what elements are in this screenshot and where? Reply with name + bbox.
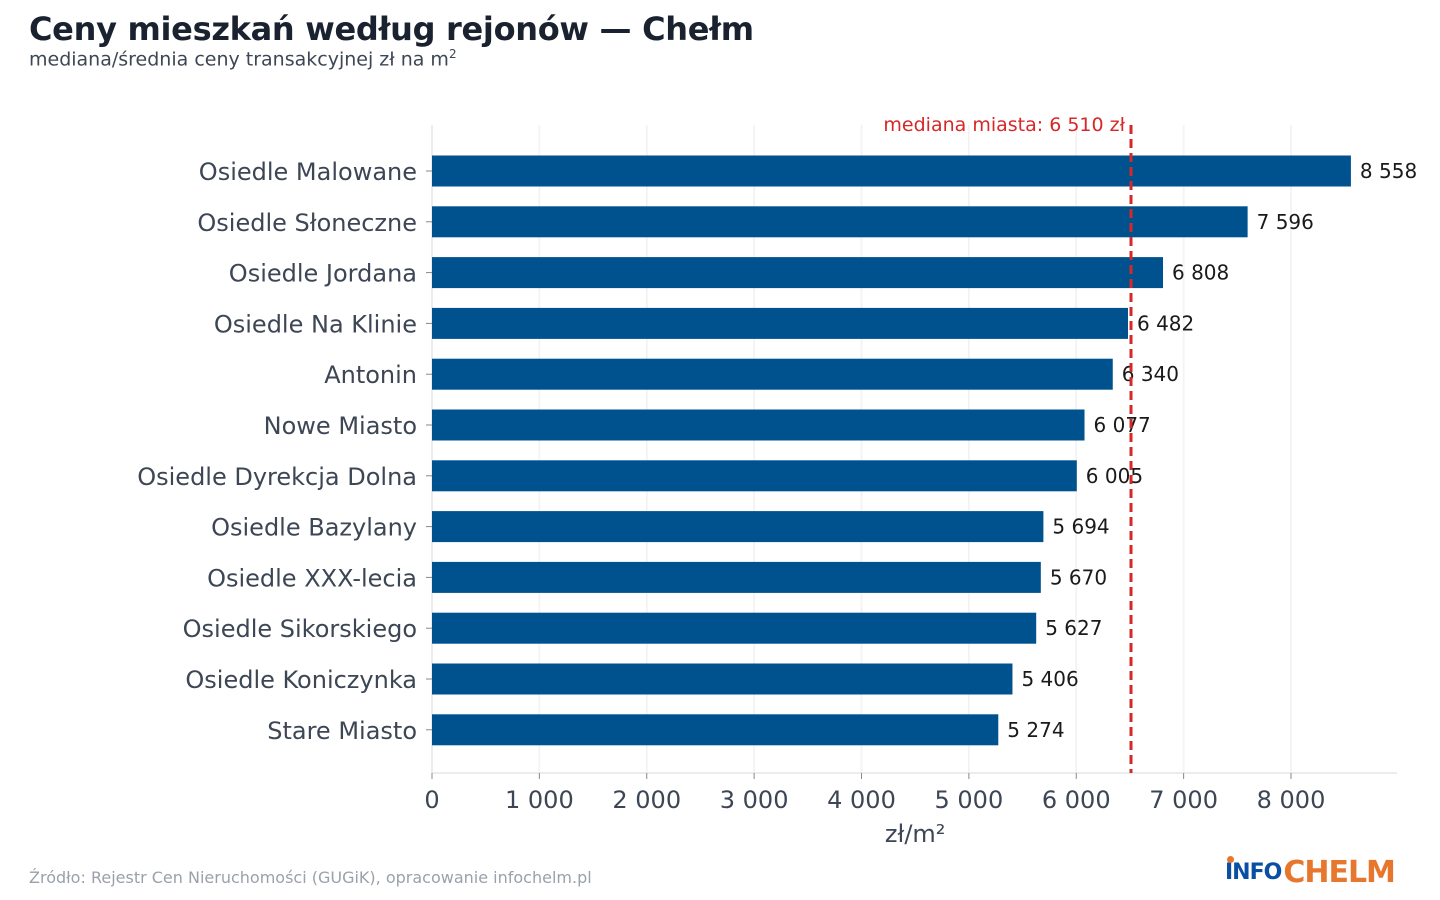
bar-6 xyxy=(432,460,1077,492)
category-label-7: Osiedle Bazylany xyxy=(211,514,417,542)
median-label: mediana miasta: 6 510 zł xyxy=(883,114,1125,136)
category-label-9: Osiedle Sikorskiego xyxy=(183,615,417,643)
bar-0 xyxy=(432,155,1351,187)
x-tick-label-3: 3 000 xyxy=(720,786,789,814)
value-label-9: 5 627 xyxy=(1045,616,1102,640)
chart-subtitle: mediana/średnia ceny transakcyjnej zł na… xyxy=(29,47,457,70)
bars-group xyxy=(432,155,1351,746)
bar-10 xyxy=(432,663,1013,695)
bar-3 xyxy=(432,307,1129,339)
bar-1 xyxy=(432,206,1248,238)
value-label-2: 6 808 xyxy=(1172,261,1229,285)
bar-7 xyxy=(432,511,1044,543)
x-tick-label-5: 5 000 xyxy=(935,786,1004,814)
bar-2 xyxy=(432,257,1164,289)
value-label-10: 5 406 xyxy=(1021,667,1078,691)
logo-chelm: CHELM xyxy=(1283,854,1396,890)
x-tick-label-2: 2 000 xyxy=(612,786,681,814)
category-label-6: Osiedle Dyrekcja Dolna xyxy=(137,463,417,491)
median-reference: mediana miasta: 6 510 zł xyxy=(883,114,1133,773)
x-axis: 0 1 000 2 000 3 000 4 000 5 000 6 000 7 000 8 00… xyxy=(424,170,1397,848)
bar-8 xyxy=(432,561,1041,593)
category-label-3: Osiedle Na Klinie xyxy=(214,310,417,338)
logo-info: INFO xyxy=(1225,855,1282,885)
bar-5 xyxy=(432,409,1085,441)
bar-4 xyxy=(432,358,1113,390)
category-label-8: Osiedle XXX-lecia xyxy=(207,564,417,592)
bar-11 xyxy=(432,714,999,746)
value-label-11: 5 274 xyxy=(1007,718,1064,742)
x-axis-label: zł/m² xyxy=(885,820,946,848)
source-note: Źródło: Rejestr Cen Nieruchomości (GUGiK… xyxy=(29,868,592,887)
bar-9 xyxy=(432,612,1037,644)
category-label-0: Osiedle Malowane xyxy=(199,158,417,186)
category-label-10: Osiedle Koniczynka xyxy=(185,666,417,694)
value-label-1: 7 596 xyxy=(1257,210,1314,234)
value-label-3: 6 482 xyxy=(1137,311,1194,335)
value-label-7: 5 694 xyxy=(1052,515,1109,539)
category-labels-group: Osiedle Malowane Osiedle Słoneczne Osiedle… xyxy=(137,158,417,745)
category-label-4: Antonin xyxy=(324,361,417,389)
value-label-6: 6 005 xyxy=(1086,464,1143,488)
infochelm-logo: INFO CHELM xyxy=(1225,852,1396,892)
value-label-0: 8 558 xyxy=(1360,159,1417,183)
value-label-8: 5 670 xyxy=(1050,565,1107,589)
subtitle-text: mediana/średnia ceny transakcyjnej zł na… xyxy=(29,48,449,71)
x-tick-label-0: 0 xyxy=(424,786,439,814)
x-tick-label-6: 6 000 xyxy=(1042,786,1111,814)
category-label-1: Osiedle Słoneczne xyxy=(197,209,417,237)
category-label-5: Nowe Miasto xyxy=(264,412,417,440)
x-tick-label-7: 7 000 xyxy=(1149,786,1218,814)
category-label-11: Stare Miasto xyxy=(267,717,417,745)
x-tick-label-4: 4 000 xyxy=(827,786,896,814)
chart-title: Ceny mieszkań według rejonów — Chełm xyxy=(29,10,754,48)
category-label-2: Osiedle Jordana xyxy=(229,260,417,288)
subtitle-superscript: 2 xyxy=(448,47,457,61)
x-tick-label-1: 1 000 xyxy=(505,786,574,814)
x-tick-label-8: 8 000 xyxy=(1257,786,1326,814)
value-label-5: 6 077 xyxy=(1094,413,1151,437)
